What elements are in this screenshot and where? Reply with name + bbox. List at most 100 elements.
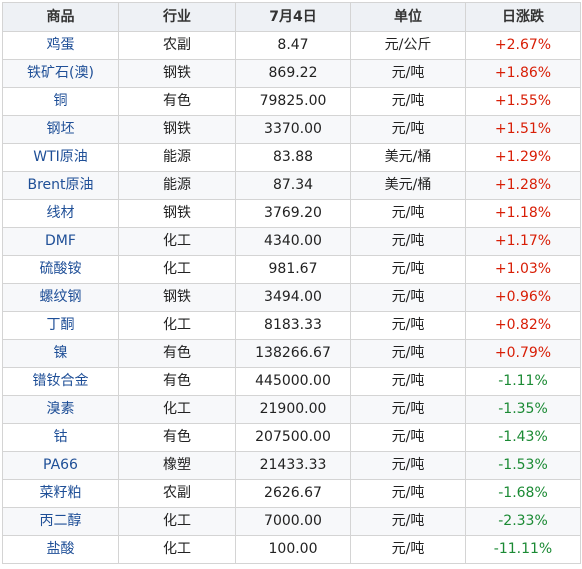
unit-cell: 元/吨 (350, 311, 466, 340)
daily-change-cell: +1.86% (465, 59, 581, 88)
price-cell: 3370.00 (235, 115, 351, 144)
table-row: 盐酸 化工 100.00 元/吨 -11.11% (2, 535, 581, 564)
industry-cell: 化工 (118, 535, 236, 564)
commodity-name-link[interactable]: PA66 (2, 451, 119, 480)
commodity-name-link[interactable]: 菜籽粕 (2, 479, 119, 508)
table-row: 丁酮 化工 8183.33 元/吨 +0.82% (2, 311, 581, 340)
daily-change-cell: +1.29% (465, 143, 581, 172)
unit-cell: 元/吨 (350, 395, 466, 424)
price-cell: 87.34 (235, 171, 351, 200)
industry-cell: 化工 (118, 255, 236, 284)
industry-cell: 化工 (118, 507, 236, 536)
table-row: 铁矿石(澳) 钢铁 869.22 元/吨 +1.86% (2, 59, 581, 88)
table-row: DMF 化工 4340.00 元/吨 +1.17% (2, 227, 581, 256)
industry-cell: 农副 (118, 31, 236, 60)
industry-cell: 有色 (118, 423, 236, 452)
table-row: 鸡蛋 农副 8.47 元/公斤 +2.67% (2, 31, 581, 60)
daily-change-cell: -1.68% (465, 479, 581, 508)
price-cell: 2626.67 (235, 479, 351, 508)
daily-change-cell: +1.55% (465, 87, 581, 116)
daily-change-cell: +0.79% (465, 339, 581, 368)
daily-change-cell: +1.51% (465, 115, 581, 144)
industry-cell: 钢铁 (118, 283, 236, 312)
unit-cell: 元/吨 (350, 115, 466, 144)
unit-cell: 元/吨 (350, 87, 466, 116)
price-cell: 8183.33 (235, 311, 351, 340)
daily-change-cell: +0.82% (465, 311, 581, 340)
daily-change-cell: +2.67% (465, 31, 581, 60)
table-body: 鸡蛋 农副 8.47 元/公斤 +2.67% 铁矿石(澳) 钢铁 869.22 元/吨 +1.86… (2, 31, 581, 564)
industry-cell: 化工 (118, 395, 236, 424)
daily-change-cell: +0.96% (465, 283, 581, 312)
price-cell: 4340.00 (235, 227, 351, 256)
industry-cell: 化工 (118, 227, 236, 256)
commodity-name-link[interactable]: 钴 (2, 423, 119, 452)
unit-cell: 元/吨 (350, 479, 466, 508)
commodity-name-link[interactable]: 镍 (2, 339, 119, 368)
unit-cell: 元/吨 (350, 535, 466, 564)
header-daily-change: 日涨跌 (465, 2, 581, 32)
price-cell: 21900.00 (235, 395, 351, 424)
unit-cell: 元/吨 (350, 255, 466, 284)
price-cell: 79825.00 (235, 87, 351, 116)
daily-change-cell: +1.18% (465, 199, 581, 228)
commodity-name-link[interactable]: 镨钕合金 (2, 367, 119, 396)
industry-cell: 有色 (118, 367, 236, 396)
commodity-name-link[interactable]: 丁酮 (2, 311, 119, 340)
industry-cell: 化工 (118, 311, 236, 340)
price-cell: 8.47 (235, 31, 351, 60)
unit-cell: 元/吨 (350, 367, 466, 396)
commodity-name-link[interactable]: 铁矿石(澳) (2, 59, 119, 88)
commodity-name-link[interactable]: 钢坯 (2, 115, 119, 144)
unit-cell: 元/吨 (350, 507, 466, 536)
header-industry: 行业 (118, 2, 236, 32)
unit-cell: 元/公斤 (350, 31, 466, 60)
commodity-name-link[interactable]: 铜 (2, 87, 119, 116)
industry-cell: 农副 (118, 479, 236, 508)
commodity-name-link[interactable]: 线材 (2, 199, 119, 228)
table-row: 镍有色 138266.67 元/吨 +0.79% (2, 339, 581, 368)
daily-change-cell: +1.17% (465, 227, 581, 256)
price-cell: 869.22 (235, 59, 351, 88)
commodity-name-link[interactable]: Brent原油 (2, 171, 119, 200)
table-row: 螺纹钢 钢铁 3494.00 元/吨 +0.96% (2, 283, 581, 312)
table-row: 硫酸铵 化工 981.67 元/吨 +1.03% (2, 255, 581, 284)
table-row: 丙二醇 化工 7000.00 元/吨 -2.33% (2, 507, 581, 536)
unit-cell: 元/吨 (350, 451, 466, 480)
industry-cell: 能源 (118, 143, 236, 172)
commodity-name-link[interactable]: DMF (2, 227, 119, 256)
daily-change-cell: -1.43% (465, 423, 581, 452)
industry-cell: 钢铁 (118, 59, 236, 88)
commodity-name-link[interactable]: 鸡蛋 (2, 31, 119, 60)
unit-cell: 元/吨 (350, 423, 466, 452)
price-cell: 3769.20 (235, 199, 351, 228)
table-row: 钴有色 207500.00 元/吨 -1.43% (2, 423, 581, 452)
daily-change-cell: +1.28% (465, 171, 581, 200)
price-cell: 7000.00 (235, 507, 351, 536)
unit-cell: 元/吨 (350, 59, 466, 88)
header-date: 7月4日 (235, 2, 351, 32)
commodity-name-link[interactable]: 溴素 (2, 395, 119, 424)
header-commodity: 商品 (2, 2, 119, 32)
daily-change-cell: -2.33% (465, 507, 581, 536)
commodity-name-link[interactable]: WTI原油 (2, 143, 119, 172)
price-cell: 445000.00 (235, 367, 351, 396)
commodity-name-link[interactable]: 盐酸 (2, 535, 119, 564)
price-cell: 207500.00 (235, 423, 351, 452)
table-row: 镨钕合金 有色 445000.00 元/吨 -1.11% (2, 367, 581, 396)
price-cell: 21433.33 (235, 451, 351, 480)
industry-cell: 能源 (118, 171, 236, 200)
table-header-row: 商品 行业 7月4日 单位 日涨跌 (2, 2, 581, 32)
unit-cell: 元/吨 (350, 283, 466, 312)
industry-cell: 钢铁 (118, 199, 236, 228)
unit-cell: 美元/桶 (350, 143, 466, 172)
daily-change-cell: -1.11% (465, 367, 581, 396)
header-unit: 单位 (350, 2, 466, 32)
daily-change-cell: -11.11% (465, 535, 581, 564)
daily-change-cell: -1.53% (465, 451, 581, 480)
commodity-name-link[interactable]: 丙二醇 (2, 507, 119, 536)
table-row: Brent原油 能源 87.34 美元/桶 +1.28% (2, 171, 581, 200)
commodity-name-link[interactable]: 硫酸铵 (2, 255, 119, 284)
commodity-name-link[interactable]: 螺纹钢 (2, 283, 119, 312)
